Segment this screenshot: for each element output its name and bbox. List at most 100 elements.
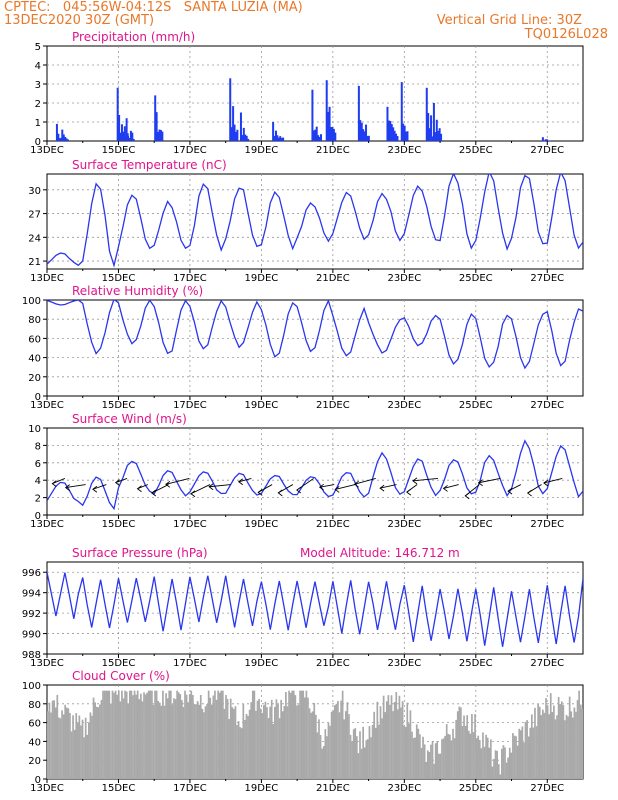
precip-bar: [61, 129, 64, 141]
precip-bar: [331, 127, 334, 141]
y-tick-label: 100: [22, 296, 41, 307]
cloud-cover-bar: [363, 747, 366, 779]
cloud-cover-bar: [504, 747, 506, 779]
cloud-cover-bar: [562, 705, 565, 779]
cloud-cover-bar: [450, 740, 453, 779]
cloud-cover-bar: [239, 727, 242, 779]
cloud-cover-bar: [422, 736, 424, 779]
x-tick-label: 27DEC: [530, 145, 564, 156]
y-tick-label: 27: [28, 210, 41, 221]
precip-bar: [314, 129, 317, 141]
cloud-cover-bar: [330, 711, 333, 779]
cloud-cover-bar: [340, 700, 342, 779]
wind-arrow-head: [442, 485, 448, 492]
cloud-cover-bar: [108, 690, 111, 779]
cloud-cover-bar: [406, 702, 409, 779]
cloud-cover-bar: [529, 727, 532, 779]
cloud-cover-bar: [482, 732, 484, 779]
cloud-cover-bar: [352, 729, 355, 779]
precip-bar: [317, 135, 320, 141]
cloud-cover-bar: [543, 712, 546, 779]
cloud-cover-bar: [367, 739, 369, 779]
cloud-cover-bar: [393, 702, 396, 779]
cloud-cover-bar: [116, 694, 119, 779]
cloud-cover-bar: [326, 736, 328, 779]
wind-arrow: [92, 484, 107, 490]
cloud-cover-bar: [370, 737, 372, 779]
cloud-cover-bar: [204, 706, 207, 779]
precip-bar: [389, 120, 392, 141]
x-tick-label: 21DEC: [316, 273, 350, 284]
cloud-cover-bar: [526, 720, 528, 779]
cloud-cover-bar: [344, 711, 347, 779]
cloud-cover-bar: [215, 699, 218, 779]
cloud-cover-bar: [144, 694, 147, 779]
cloud-cover-bar: [169, 690, 172, 779]
cloud-cover-bar: [348, 714, 350, 779]
cloud-cover-bar: [527, 736, 530, 779]
precip-bar: [233, 124, 236, 141]
cloud-cover-bar: [177, 692, 180, 779]
x-tick-label: 23DEC: [387, 519, 421, 530]
x-tick-label: 21DEC: [316, 400, 350, 411]
cloud-cover-bar: [411, 731, 413, 779]
cloud-cover-bar: [478, 739, 481, 779]
panel-0: 13DEC 15DEC 17DEC 19DEC 21DEC 23DEC 25DEC 27DEC…: [30, 30, 584, 156]
cloud-cover-bar: [267, 718, 270, 779]
cloud-cover-bar: [272, 723, 275, 779]
cloud-cover-bar: [436, 741, 439, 779]
x-tick-label: 15DEC: [102, 783, 136, 794]
x-tick-label: 21DEC: [316, 783, 350, 794]
y-tick-label: 994: [22, 589, 41, 600]
cloud-cover-bar: [154, 690, 156, 779]
precip-bar: [320, 134, 323, 141]
cloud-cover-bar: [305, 690, 308, 779]
precip-bar: [230, 127, 233, 141]
model-id-label: TQ0126L028: [524, 27, 608, 42]
panel-plot-area: [47, 439, 583, 511]
panel-plot-area: [47, 300, 583, 370]
cloud-cover-bar: [192, 694, 194, 779]
cloud-cover-bar: [100, 699, 103, 779]
wind-arrow: [190, 484, 211, 495]
x-tick-label: 23DEC: [387, 783, 421, 794]
x-tick-label: 15DEC: [102, 658, 136, 669]
x-tick-label: 27DEC: [530, 400, 564, 411]
precip-bar: [236, 129, 239, 141]
y-tick-label: 0: [35, 775, 41, 786]
precip-bar: [116, 87, 119, 141]
wind-arrow: [238, 478, 252, 483]
cloud-cover-bar: [335, 703, 338, 779]
precip-bar: [438, 128, 441, 141]
cloud-cover-bar: [140, 693, 142, 779]
precip-bar: [428, 128, 431, 141]
series-line: [47, 572, 583, 647]
cloud-cover-bar: [447, 733, 450, 779]
cloud-cover-bar: [519, 730, 522, 779]
cloud-cover-bar: [442, 738, 445, 779]
precip-bar: [280, 138, 283, 141]
y-tick-label: 24: [28, 233, 41, 244]
cloud-cover-bar: [61, 710, 63, 779]
cloud-cover-bar: [545, 698, 547, 779]
cloud-cover-bar: [113, 692, 115, 779]
cloud-cover-bar: [261, 712, 264, 779]
cloud-cover-bar: [395, 692, 398, 779]
x-tick-label: 13DEC: [30, 783, 64, 794]
y-tick-label: 996: [22, 568, 41, 579]
panel-plot-area: [55, 78, 552, 141]
cloud-cover-bar: [387, 695, 390, 779]
cloud-cover-bar: [460, 707, 462, 779]
cloud-cover-bar: [147, 690, 150, 779]
cloud-cover-bar: [149, 690, 152, 779]
cloud-cover-bar: [302, 690, 305, 779]
panel-title: Precipitation (mm/h): [72, 30, 195, 44]
cloud-cover-bar: [524, 721, 527, 779]
cloud-cover-bar: [357, 753, 360, 779]
cloud-cover-bar: [245, 713, 248, 779]
cloud-cover-bar: [226, 698, 229, 779]
precip-bar: [244, 134, 247, 141]
precip-bar: [157, 131, 160, 141]
cloud-cover-bar: [431, 741, 434, 779]
panel-plot-area: [47, 572, 583, 647]
